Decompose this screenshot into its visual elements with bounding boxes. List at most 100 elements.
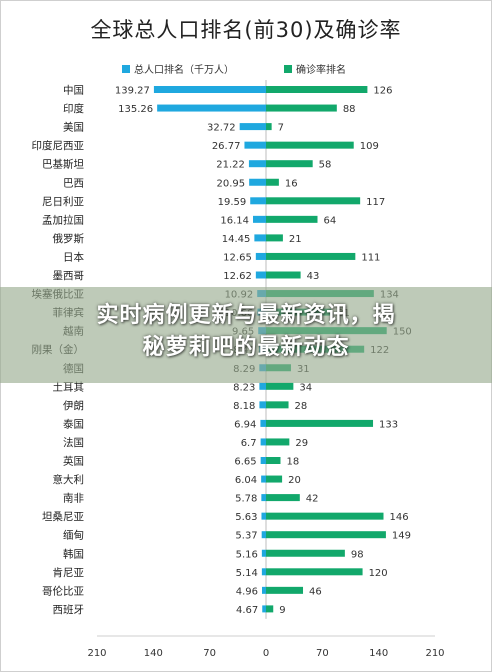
value-label-confirmed: 117 [366,197,385,208]
bar-population [259,401,266,409]
bar-population [261,475,266,483]
bar-population [153,86,266,93]
value-label-confirmed: 111 [361,252,380,263]
category-label: 土耳其 [53,380,85,393]
bar-confirmed [266,512,384,520]
value-label-population: 8.23 [233,382,255,393]
x-tick-label: 70 [316,648,329,659]
value-label-confirmed: 43 [307,271,320,282]
category-label: 美国 [63,121,84,134]
bar-confirmed [266,401,289,409]
bar-population [260,457,266,464]
bar-confirmed [266,382,294,390]
bar-population [249,178,266,186]
bar-population [239,123,266,131]
bar-confirmed [266,457,281,464]
category-label: 法国 [63,436,84,449]
bar-confirmed [266,197,361,205]
value-label-confirmed: 133 [379,419,398,430]
overlay-banner [0,287,492,383]
value-label-population: 6.7 [241,438,257,449]
x-tick-label: 140 [369,648,388,659]
value-label-population: 20.95 [216,178,245,189]
value-label-confirmed: 120 [369,568,388,579]
category-label: 英国 [63,455,84,468]
value-label-confirmed: 7 [278,123,284,134]
bar-confirmed [266,234,283,242]
bar-population [260,438,266,446]
value-label-confirmed: 18 [286,457,299,468]
category-label: 哥伦比亚 [42,584,84,597]
bar-population [261,568,266,576]
bar-confirmed [266,160,313,168]
chart-title: 全球总人口排名(前30)及确诊率 [90,18,402,42]
value-label-confirmed: 109 [360,141,379,152]
overlay-headline: 实时病例更新与最新资讯，揭 秘萝莉吧的最新动态 [30,300,462,364]
category-label: 尼日利亚 [42,196,84,208]
bar-confirmed [266,178,279,186]
value-label-population: 5.37 [235,531,257,542]
value-label-population: 32.72 [207,123,236,134]
value-label-population: 135.26 [118,104,153,115]
bar-confirmed [266,586,304,594]
value-label-population: 5.63 [235,512,257,523]
value-label-population: 5.14 [236,568,258,579]
value-label-population: 26.77 [212,141,241,152]
bar-population [253,215,266,223]
bar-confirmed [266,494,300,502]
x-tick-label: 140 [144,648,163,659]
bar-confirmed [266,475,283,483]
category-label: 巴基斯坦 [42,158,84,171]
x-tick-label: 0 [263,648,269,659]
value-label-population: 4.96 [236,586,258,597]
bar-population [262,586,266,594]
category-label: 韩国 [63,547,84,560]
value-label-confirmed: 46 [309,586,322,597]
bar-confirmed [266,531,386,539]
value-label-population: 12.62 [223,271,252,282]
value-label-population: 16.14 [220,215,249,226]
value-label-confirmed: 28 [295,401,308,412]
bar-confirmed [266,549,345,557]
category-label: 墨西哥 [53,270,85,282]
bar-confirmed [266,568,363,576]
bar-confirmed [266,104,337,112]
value-label-confirmed: 29 [295,438,308,449]
overlay-line-1: 实时病例更新与最新资讯，揭 [96,303,396,328]
value-label-confirmed: 126 [373,86,392,97]
value-label-confirmed: 88 [343,104,356,115]
value-label-confirmed: 16 [285,178,298,189]
category-label: 伊朗 [63,400,84,412]
bar-population [244,141,266,149]
category-label: 肯尼亚 [53,566,85,579]
value-label-population: 139.27 [115,86,150,97]
value-label-population: 19.59 [218,197,247,208]
x-tick-label: 70 [203,648,216,659]
value-label-population: 14.45 [222,234,251,245]
value-label-population: 6.65 [234,457,256,468]
value-label-confirmed: 21 [289,234,302,245]
category-label: 印度尼西亚 [32,139,85,152]
bar-confirmed [266,252,356,260]
value-label-confirmed: 64 [324,215,337,226]
category-label: 缅甸 [63,529,84,542]
bar-confirmed [266,271,301,279]
value-label-confirmed: 42 [306,494,319,505]
legend-label-confirmed: 确诊率排名 [296,63,346,76]
bar-population [261,512,266,520]
bar-population [261,549,266,557]
category-label: 俄罗斯 [53,232,85,245]
value-label-confirmed: 98 [351,549,364,560]
bar-population [254,234,266,242]
category-label: 孟加拉国 [42,213,84,226]
bar-confirmed [266,123,272,131]
category-label: 日本 [63,250,84,263]
bar-confirmed [266,438,290,446]
value-label-population: 6.04 [235,475,257,486]
bar-population [255,252,266,260]
bar-population [157,104,266,112]
bar-population [261,531,266,539]
bar-population [259,382,266,390]
x-tick-label: 210 [87,648,106,659]
legend-swatch-population [122,65,130,73]
